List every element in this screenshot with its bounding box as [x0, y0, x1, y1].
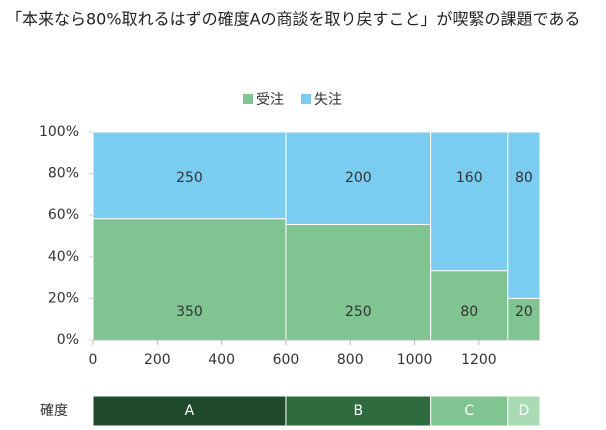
y-tick-label: 20% — [48, 290, 79, 306]
legend-label: 受注 — [256, 92, 284, 108]
x-tick-label: 1000 — [397, 352, 433, 368]
segment — [285, 223, 432, 341]
x-tick-label: 0 — [89, 352, 98, 368]
data-label: 250 — [345, 304, 372, 320]
category-label: D — [519, 403, 530, 419]
segment — [507, 297, 541, 341]
category-block — [285, 395, 432, 427]
x-tick-label: 800 — [337, 352, 364, 368]
legend-swatch — [243, 94, 253, 104]
x-tick-label: 600 — [273, 352, 300, 368]
chart-title: 「本来なら80%取れるはずの確度Aの商談を取り戻すこと」が喫緊の課題である — [6, 10, 580, 29]
segment — [430, 270, 509, 341]
data-label: 80 — [515, 170, 533, 186]
segment — [92, 131, 287, 220]
y-tick-label: 80% — [48, 166, 79, 182]
category-label: B — [354, 403, 364, 419]
category-label: A — [185, 403, 195, 419]
category-block — [92, 395, 287, 427]
data-label: 200 — [345, 170, 372, 186]
category-axis-label: 確度 — [40, 403, 68, 419]
data-label: 80 — [460, 304, 478, 320]
segment — [285, 131, 432, 225]
segment — [92, 218, 287, 341]
y-tick-label: 60% — [48, 207, 79, 223]
segment — [507, 131, 541, 299]
y-tick-label: 100% — [39, 124, 79, 140]
x-tick-label: 1200 — [461, 352, 497, 368]
category-block — [507, 395, 541, 427]
data-label: 160 — [456, 170, 483, 186]
data-label: 350 — [176, 304, 203, 320]
y-tick-label: 40% — [48, 249, 79, 265]
y-tick-label: 0% — [57, 332, 79, 348]
legend-label: 失注 — [314, 92, 342, 108]
x-tick-label: 400 — [208, 352, 235, 368]
x-tick-label: 200 — [144, 352, 171, 368]
data-label: 250 — [176, 170, 203, 186]
category-label: C — [464, 403, 474, 419]
data-label: 20 — [515, 304, 533, 320]
legend-swatch — [301, 94, 311, 104]
segment — [430, 131, 509, 272]
category-block — [430, 395, 509, 427]
